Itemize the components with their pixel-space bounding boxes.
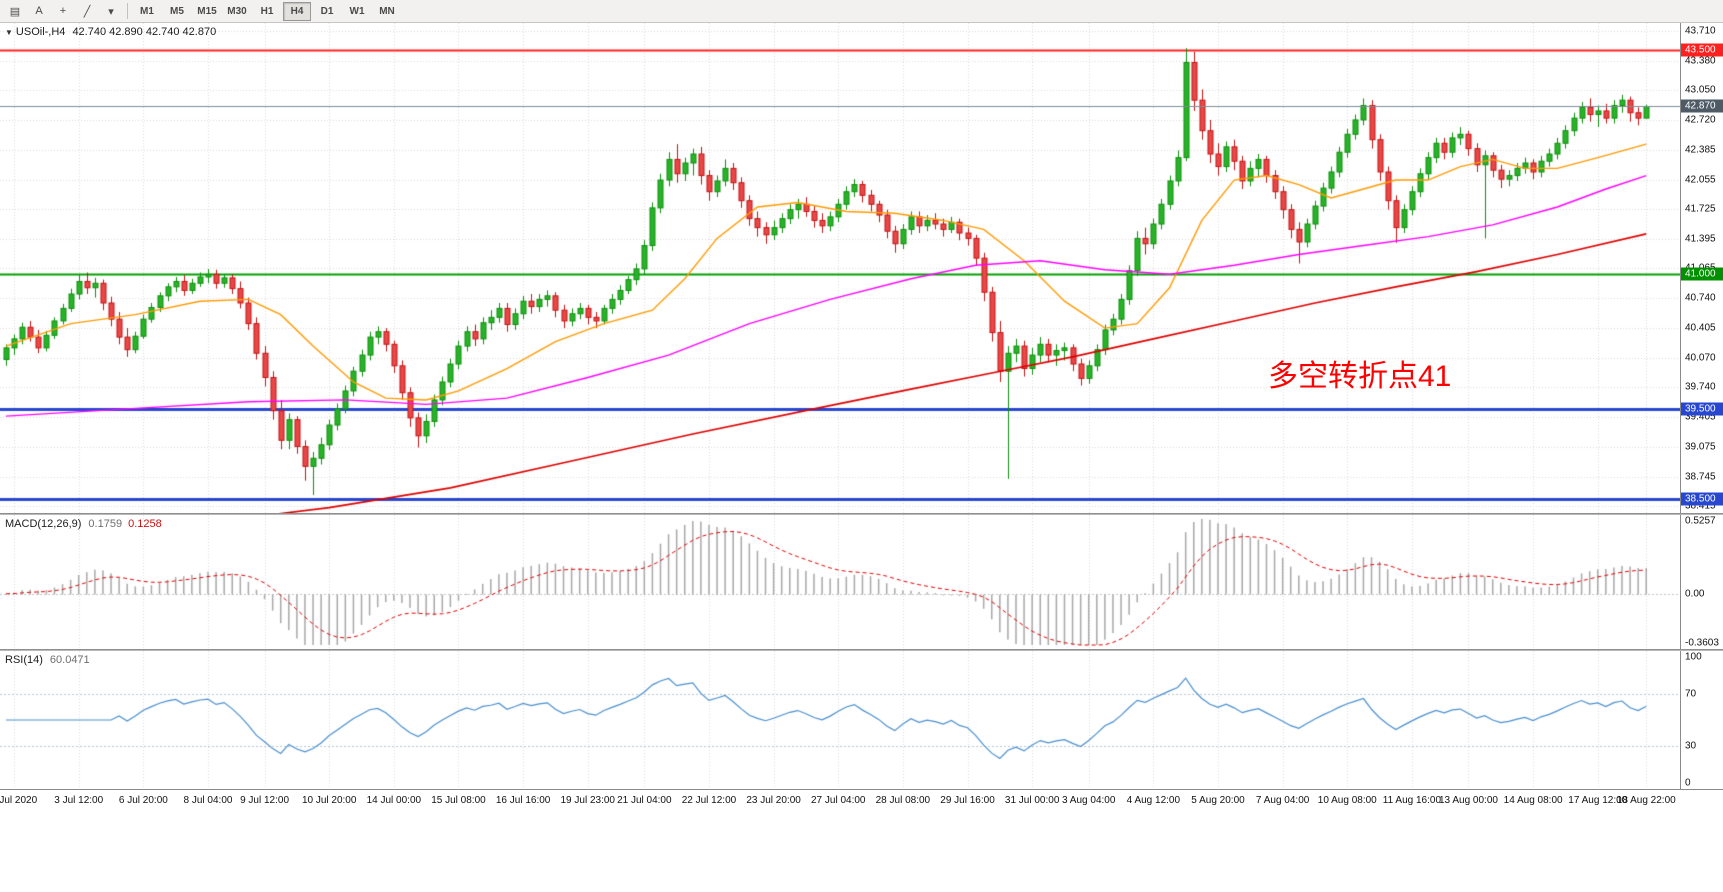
- price-tick-label: 43.380: [1685, 55, 1716, 67]
- chart-ohlc-values: 42.740 42.890 42.740 42.870: [72, 26, 217, 38]
- chart-window: ▼ USOil-,H4 42.740 42.890 42.740 42.870 多空…: [0, 23, 1723, 892]
- price-line-badge: 42.870: [1681, 99, 1723, 113]
- rsi-axis-label: 30: [1685, 740, 1697, 752]
- time-tick-label: 3 Aug 04:00: [1062, 795, 1116, 806]
- price-tick-label: 40.405: [1685, 322, 1716, 334]
- crosshair-icon[interactable]: +: [59, 5, 67, 17]
- price-line-badge: 38.500: [1681, 492, 1723, 506]
- price-tick-label: 39.075: [1685, 441, 1716, 453]
- time-tick-label: 3 Jul 12:00: [54, 795, 104, 806]
- chart-window-icon[interactable]: ▤: [9, 5, 21, 18]
- chart-symbol-period: USOil-,H4: [15, 26, 66, 38]
- time-tick-label: 19 Jul 23:00: [560, 795, 616, 806]
- rsi-chart-canvas[interactable]: [0, 651, 1680, 789]
- price-tick-label: 41.395: [1685, 233, 1716, 245]
- macd-panel: MACD(12,26,9) 0.1759 0.1258 0.5257 0.00 -0.3…: [0, 515, 1723, 649]
- price-tick-label: 43.710: [1685, 25, 1716, 37]
- time-tick-label: 13 Aug 00:00: [1438, 795, 1498, 806]
- macd-axis-label: 0.00: [1685, 588, 1705, 600]
- rsi-title: RSI(14) 60.0471: [5, 654, 90, 666]
- line-tools-icon[interactable]: ╱: [83, 5, 91, 18]
- time-axis[interactable]: 2 Jul 2020 3 Jul 12:00 6 Jul 20:00 8 Jul 04…: [0, 789, 1723, 814]
- price-tick-label: 41.725: [1685, 203, 1716, 215]
- timeframe-button-d1[interactable]: D1: [320, 5, 334, 17]
- time-tick-label: 7 Aug 04:00: [1255, 795, 1310, 806]
- time-tick-label: 29 Jul 16:00: [940, 795, 995, 806]
- macd-axis-label: -0.3603: [1685, 637, 1719, 649]
- time-tick-label: 17 Aug 12:00: [1568, 795, 1628, 806]
- rsi-axis-label: 0: [1685, 777, 1691, 789]
- timeframe-button-m30[interactable]: M30: [227, 5, 247, 17]
- price-tick-label: 39.740: [1685, 381, 1716, 393]
- timeframe-button-h1[interactable]: H1: [260, 5, 274, 17]
- price-tick-label: 39.405: [1685, 411, 1716, 423]
- time-tick-label: 11 Aug 16:00: [1382, 795, 1442, 806]
- time-tick-label: 27 Jul 04:00: [810, 795, 866, 806]
- time-tick-label: 18 Aug 22:00: [1616, 795, 1676, 806]
- price-tick-label: 42.055: [1685, 174, 1716, 186]
- time-tick-label: 23 Jul 20:00: [746, 795, 801, 806]
- time-tick-label: 16 Jul 16:00: [495, 795, 551, 806]
- macd-main-value: 0.1759: [88, 518, 123, 530]
- cursor-a-icon[interactable]: A: [35, 5, 43, 17]
- time-tick-label: 14 Aug 08:00: [1503, 795, 1563, 806]
- time-tick-label: 15 Jul 08:00: [431, 795, 486, 806]
- macd-label: MACD(12,26,9): [5, 518, 82, 530]
- timeframe-button-w1[interactable]: W1: [349, 5, 365, 17]
- price-tick-label: 42.720: [1685, 114, 1716, 126]
- rsi-axis-label: 100: [1685, 651, 1702, 663]
- time-tick-label: 10 Aug 08:00: [1317, 795, 1377, 806]
- time-tick-label: 22 Jul 12:00: [681, 795, 737, 806]
- rsi-label: RSI(14): [5, 654, 43, 666]
- macd-signal-value: 0.1258: [128, 518, 162, 530]
- collapse-icon[interactable]: ▼: [5, 28, 13, 37]
- price-tick-label: 38.415: [1685, 500, 1716, 512]
- time-tick-label: 28 Jul 08:00: [875, 795, 931, 806]
- toolbar: ▤ A + ╱ ▾ M1 M5 M15 M30 H1 H4 D1 W1 MN: [0, 0, 1723, 23]
- rsi-value: 60.0471: [49, 654, 90, 666]
- rsi-axis[interactable]: 100 70 30 0: [1680, 651, 1723, 789]
- time-tick-label: 6 Jul 20:00: [118, 795, 168, 806]
- time-tick-label: 5 Aug 20:00: [1191, 795, 1245, 806]
- time-tick-label: 8 Jul 04:00: [183, 795, 233, 806]
- price-tick-label: 40.070: [1685, 352, 1716, 364]
- price-line-badge: 41.000: [1681, 267, 1723, 281]
- chart-title: ▼ USOil-,H4 42.740 42.890 42.740 42.870: [5, 26, 216, 38]
- timeframe-button-m15[interactable]: M15: [197, 5, 217, 17]
- time-tick-label: 2 Jul 2020: [0, 795, 38, 806]
- time-tick-label: 14 Jul 00:00: [366, 795, 422, 806]
- timeframe-button-h4[interactable]: H4: [283, 1, 311, 21]
- toolbar-separator: [127, 3, 128, 19]
- price-line-badge: 39.500: [1681, 402, 1723, 416]
- price-tick-label: 40.740: [1685, 292, 1716, 304]
- timeframe-button-mn[interactable]: MN: [379, 5, 395, 17]
- chart-annotation-text[interactable]: 多空转折点41: [1268, 360, 1452, 393]
- macd-axis-label: 0.5257: [1685, 515, 1716, 527]
- time-tick-label: 31 Jul 00:00: [1004, 795, 1060, 806]
- price-tick-label: 38.745: [1685, 471, 1716, 483]
- time-tick-label: 10 Jul 20:00: [301, 795, 357, 806]
- time-tick-label: 21 Jul 04:00: [617, 795, 672, 806]
- price-line-badge: 43.500: [1681, 43, 1723, 57]
- dropdown-arrow-icon[interactable]: ▾: [108, 5, 114, 18]
- macd-title: MACD(12,26,9) 0.1759 0.1258: [5, 518, 162, 530]
- panel-splitter-rsi[interactable]: [0, 649, 1723, 651]
- rsi-panel: RSI(14) 60.0471 100 70 30 0: [0, 651, 1723, 789]
- price-chart-canvas[interactable]: [0, 23, 1680, 513]
- price-tick-label: 43.050: [1685, 84, 1716, 96]
- timeframe-button-m5[interactable]: M5: [170, 5, 184, 17]
- panel-splitter-macd[interactable]: [0, 513, 1723, 515]
- time-tick-label: 9 Jul 12:00: [240, 795, 290, 806]
- macd-chart-canvas[interactable]: [0, 515, 1680, 649]
- timeframe-button-m1[interactable]: M1: [140, 5, 154, 17]
- time-tick-label: 4 Aug 12:00: [1126, 795, 1181, 806]
- price-tick-label: 42.385: [1685, 144, 1716, 156]
- rsi-axis-label: 70: [1685, 688, 1697, 700]
- price-axis[interactable]: 43.710 43.380 43.050 42.720 42.385 42.055 41.7…: [1680, 23, 1723, 513]
- macd-axis[interactable]: 0.5257 0.00 -0.3603: [1680, 515, 1723, 649]
- price-panel: ▼ USOil-,H4 42.740 42.890 42.740 42.870 多空…: [0, 23, 1723, 513]
